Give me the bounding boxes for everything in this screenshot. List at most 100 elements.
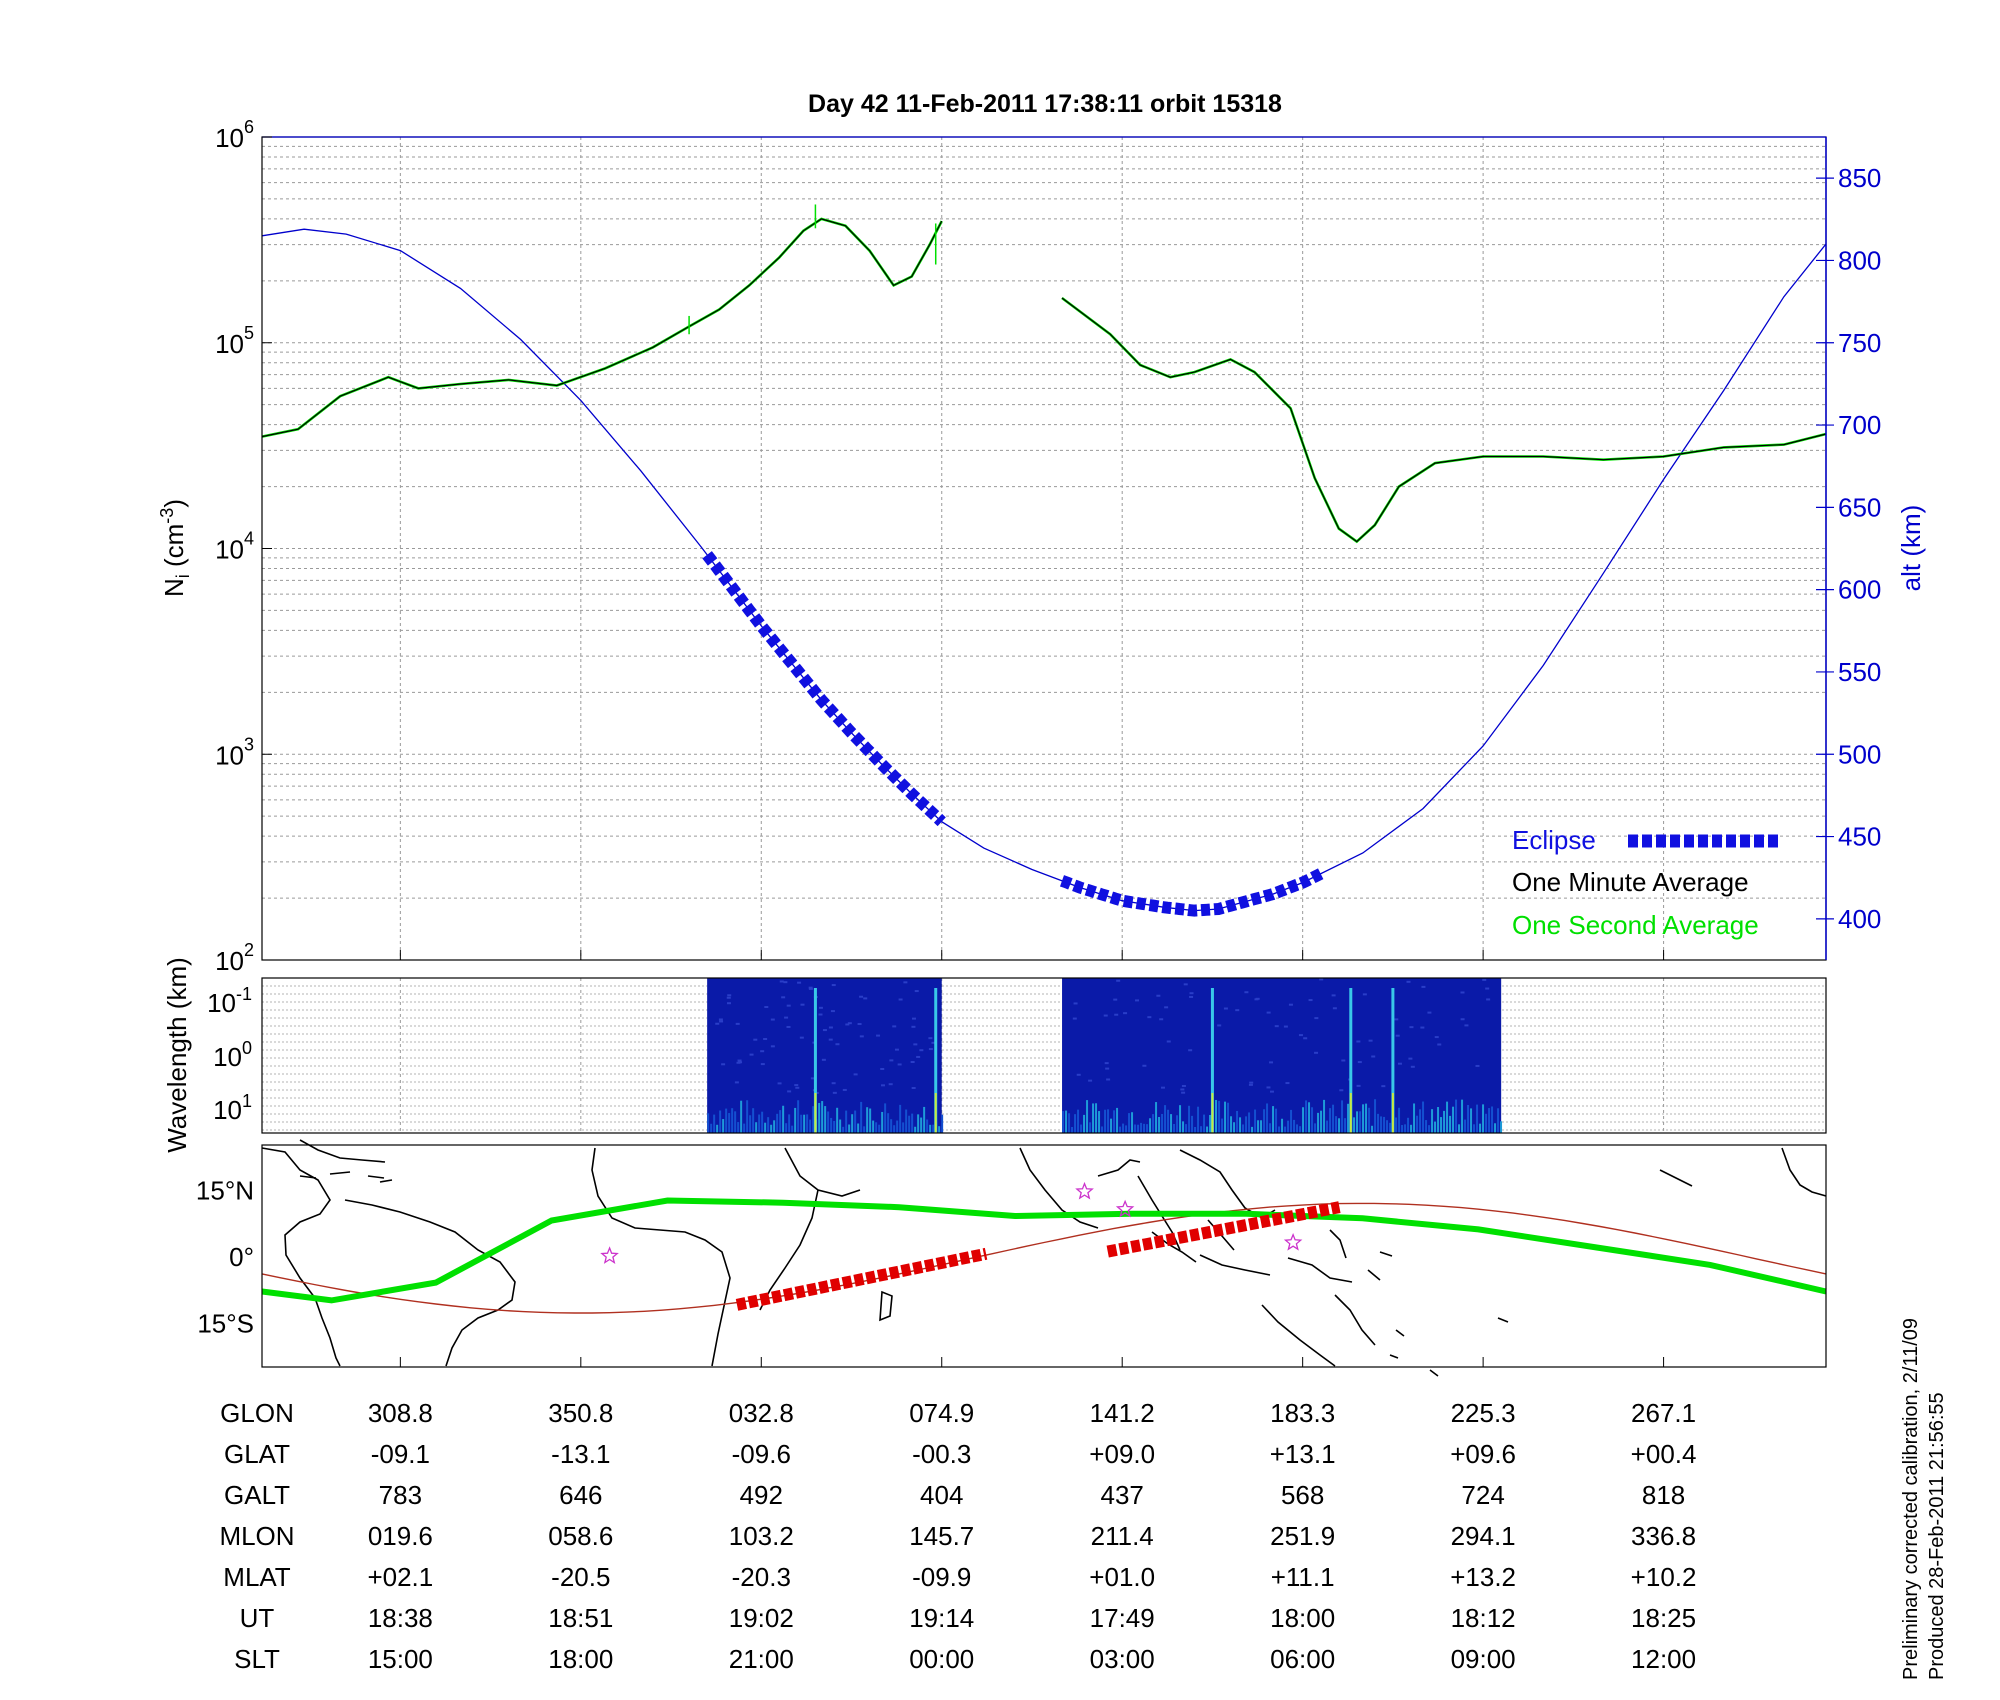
table-cell: 18:00 xyxy=(1270,1603,1335,1633)
spectrogram-speckle xyxy=(859,995,864,998)
spectrogram-speckle xyxy=(715,1022,720,1025)
spectrogram-speckle xyxy=(1371,1055,1376,1058)
spectrogram-column xyxy=(1254,1109,1257,1133)
table-cell: 492 xyxy=(740,1480,783,1510)
spectrogram-column xyxy=(752,1108,755,1133)
spectrogram-column xyxy=(1272,1106,1275,1133)
spectrogram-speckle xyxy=(1159,1018,1164,1021)
table-row-label: SLT xyxy=(234,1644,280,1674)
spectrogram-column xyxy=(1104,1109,1107,1133)
spectrogram-column xyxy=(1482,1104,1485,1133)
table-cell: 404 xyxy=(920,1480,963,1510)
spectrogram-speckle xyxy=(1437,1043,1442,1046)
spectrogram-speckle xyxy=(726,996,731,999)
spectrogram-column xyxy=(1377,1113,1380,1133)
spectrogram-speckle xyxy=(913,1043,918,1046)
coastlines xyxy=(261,1139,1827,1377)
spectrogram-column xyxy=(1434,1121,1437,1133)
spectrogram-speckle xyxy=(1135,999,1140,1002)
spectrogram-speckle xyxy=(1249,1081,1254,1084)
spectrogram-column xyxy=(872,1120,875,1133)
spectrogram-column xyxy=(1065,1110,1068,1133)
spectrogram-column xyxy=(854,1110,857,1133)
spectrogram-bright-column xyxy=(813,988,817,1133)
table-cell: 103.2 xyxy=(729,1521,794,1551)
right-tick-label: 500 xyxy=(1838,739,1881,769)
spectrogram-column xyxy=(1299,1126,1302,1133)
spectrogram-column xyxy=(902,1122,905,1133)
spectrogram-column xyxy=(1431,1109,1434,1133)
spectrogram-bright-column xyxy=(1349,988,1353,1133)
spectrogram-speckle xyxy=(1394,1018,1399,1021)
spectrogram-column xyxy=(923,1106,926,1133)
spectrogram-column xyxy=(1410,1124,1413,1133)
legend-eclipse-label: Eclipse xyxy=(1512,825,1596,855)
spectrogram-column xyxy=(1236,1110,1239,1133)
spectrogram-speckle xyxy=(876,1034,881,1037)
right-tick-label: 400 xyxy=(1838,904,1881,934)
right-tick-label: 550 xyxy=(1838,657,1881,687)
spectrogram-speckle xyxy=(919,1049,924,1052)
spectrogram-block xyxy=(1062,978,1502,1133)
spectrogram-column xyxy=(1494,1123,1497,1133)
spectrogram-column xyxy=(1224,1101,1227,1133)
ion-density-plot-area xyxy=(261,204,1827,917)
spectrogram-speckle xyxy=(1266,1011,1271,1014)
spectrogram-column xyxy=(1458,1124,1461,1133)
spectrogram-column xyxy=(869,1108,872,1133)
spectrogram-column xyxy=(1128,1113,1131,1133)
spectrogram-speckle xyxy=(911,1025,916,1028)
spectrogram-speckle xyxy=(1072,1017,1077,1020)
spectrogram-column xyxy=(1359,1111,1362,1133)
spectrogram-column xyxy=(1176,1115,1179,1133)
spectrogram-column xyxy=(1200,1126,1203,1133)
table-cell: 058.6 xyxy=(548,1521,613,1551)
table-cell: 437 xyxy=(1101,1480,1144,1510)
spectrogram-column xyxy=(1233,1122,1236,1133)
spectrogram-hot-column xyxy=(1211,1093,1214,1133)
spectrogram-speckle xyxy=(889,1059,894,1062)
spectrogram-speckle xyxy=(1088,1079,1093,1082)
spectrogram-column xyxy=(797,1100,800,1133)
orbit-info-table: GLON GLAT GALT MLON MLAT UT SLT 308.8 -09.1 783 01… xyxy=(219,1398,1696,1674)
spectrogram-speckle xyxy=(1308,999,1313,1002)
map-panel: 15°N 0° 15°S xyxy=(196,1139,1827,1377)
spectrogram-speckle xyxy=(770,1018,775,1021)
spectrogram-speckle xyxy=(845,1023,850,1026)
spectrogram-speckle xyxy=(781,996,786,999)
spectrogram-speckle xyxy=(842,1088,847,1091)
spectrogram-column xyxy=(1404,1124,1407,1133)
spectrogram-column xyxy=(1419,1109,1422,1133)
spectrogram-speckle xyxy=(753,1038,758,1041)
spectrogram-speckle xyxy=(1397,1062,1402,1065)
spectrogram-column xyxy=(1332,1104,1335,1133)
table-cell: 336.8 xyxy=(1631,1521,1696,1551)
spectrogram-column xyxy=(1263,1109,1266,1133)
spectrogram-column xyxy=(1206,1126,1209,1133)
spectrogram-speckle xyxy=(1254,998,1259,1001)
spectrogram-speckle xyxy=(749,1053,754,1056)
spectrogram-column xyxy=(1194,1126,1197,1133)
spectrogram-column xyxy=(938,1126,941,1133)
spectrogram-speckle xyxy=(1269,1090,1274,1093)
spectrogram-column xyxy=(1089,1122,1092,1133)
spectrogram-speckle xyxy=(911,1017,916,1020)
spectrogram-column xyxy=(1281,1118,1284,1133)
spectrogram-column xyxy=(860,1101,863,1133)
table-cell: 267.1 xyxy=(1631,1398,1696,1428)
altitude-line xyxy=(261,228,1827,912)
spectrogram-column xyxy=(1110,1118,1113,1133)
spectrogram-column xyxy=(1380,1116,1383,1133)
spectrogram-column xyxy=(1401,1125,1404,1133)
spectrogram-column xyxy=(818,1102,821,1133)
spectrogram-column xyxy=(782,1105,785,1133)
spectrogram-column xyxy=(848,1124,851,1133)
spectrogram-column xyxy=(1098,1111,1101,1133)
spectrogram-column xyxy=(1335,1116,1338,1133)
spectrogram-speckle xyxy=(1395,1034,1400,1037)
spectrogram-speckle xyxy=(1381,1085,1386,1088)
spectrogram-column xyxy=(1479,1123,1482,1133)
spectrogram-speckle xyxy=(810,1077,815,1080)
spectrogram-column xyxy=(1464,1119,1467,1133)
spectrogram-axis-label: Wavelength (km) xyxy=(162,957,192,1153)
